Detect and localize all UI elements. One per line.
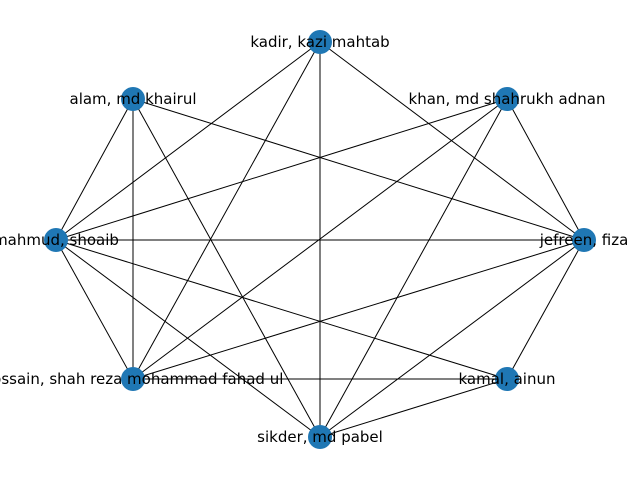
edge-khan-hossain: [132, 98, 508, 380]
edge-mahmud-sikder: [55, 239, 321, 438]
node-sikder: [308, 425, 332, 449]
edge-sikder-kamal: [319, 378, 508, 438]
node-kamal: [495, 367, 519, 391]
node-label-kamal: kamal, ainun: [458, 370, 555, 388]
node-label-mahmud: mahmud, shoaib: [0, 231, 119, 249]
edge-alam-jefreen: [132, 98, 585, 241]
node-alam: [121, 87, 145, 111]
node-mahmud: [44, 228, 68, 252]
edge-mahmud-hossain: [55, 239, 134, 380]
node-jefreen: [572, 228, 596, 252]
nodes-layer: [44, 30, 596, 449]
edge-jefreen-kamal: [506, 239, 585, 380]
node-label-sikder: sikder, md pabel: [257, 428, 383, 446]
edge-alam-sikder: [132, 98, 321, 438]
edges-layer: [55, 41, 585, 438]
edge-khan-jefreen: [506, 98, 585, 241]
edge-kadir-hossain: [132, 41, 321, 380]
node-label-kadir: kadir, kazi mahtab: [250, 33, 389, 51]
edge-khan-sikder: [319, 98, 508, 438]
edge-mahmud-kamal: [55, 239, 508, 380]
node-label-khan: khan, md shahrukh adnan: [409, 90, 606, 108]
edge-khan-mahmud: [55, 98, 508, 241]
edge-hossain-jefreen: [132, 239, 585, 380]
node-kadir: [308, 30, 332, 54]
edge-alam-mahmud: [55, 98, 134, 241]
edge-sikder-jefreen: [319, 239, 585, 438]
edge-kadir-mahmud: [55, 41, 321, 241]
node-khan: [495, 87, 519, 111]
node-hossain: [121, 367, 145, 391]
node-label-alam: alam, md khairul: [70, 90, 197, 108]
labels-layer: kadir, kazi mahtab khan, md shahrukh adna…: [0, 33, 628, 446]
node-label-jefreen: jefreen, fiza: [539, 231, 629, 249]
node-label-hossain: hossain, shah reza mohammad fahad ul: [0, 370, 283, 388]
edge-kadir-jefreen: [319, 41, 585, 241]
